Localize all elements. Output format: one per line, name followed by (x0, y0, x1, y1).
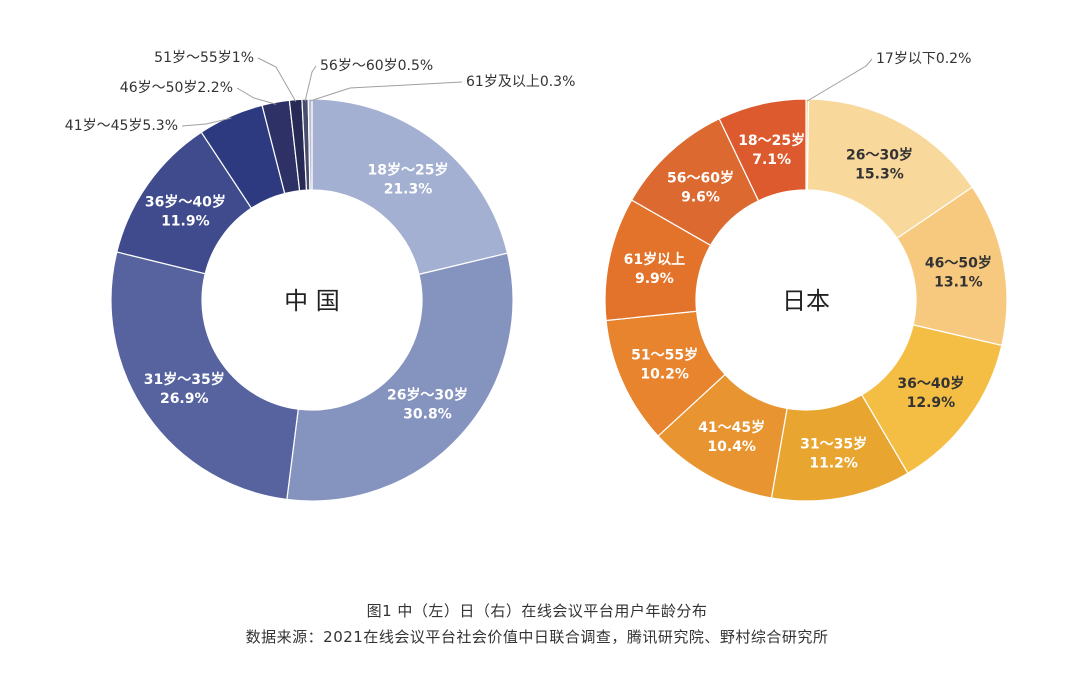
leader-line (806, 58, 873, 102)
slice-value-label: 13.1% (934, 275, 983, 291)
slice-value-label: 7.1% (752, 152, 791, 168)
slice-category-label: 18岁～25岁 (368, 161, 449, 178)
china-slice-2 (110, 251, 299, 501)
leader-line (309, 81, 463, 102)
leader-line (181, 117, 232, 127)
japan-slice-9 (718, 98, 807, 202)
slice-value-label: 10.2% (640, 367, 689, 383)
china-slice-8 (307, 98, 313, 191)
slice-value-label: 9.6% (681, 189, 720, 205)
slice-category-label: 51～55岁 (631, 347, 698, 364)
slice-category-label: 36～40岁 (897, 375, 964, 392)
slice-category-label: 18～25岁 (738, 132, 805, 149)
slice-outside-label: 51岁～55岁1% (154, 50, 254, 66)
slice-outside-label: 17岁以下0.2% (876, 51, 971, 67)
leader-line (236, 87, 277, 105)
slice-value-label: 12.9% (907, 395, 956, 411)
leader-line (304, 65, 317, 102)
slice-value-label: 26.9% (160, 391, 209, 407)
japan-donut-chart: 日本 26～30岁 15.3% 46～50岁 13.1% 36～40岁 12.9% 31～35… (604, 51, 1008, 502)
chart-center-label: 日本 (782, 287, 830, 315)
slice-category-label: 56～60岁 (667, 169, 734, 186)
leader-line (257, 57, 297, 102)
slice-outside-label: 46岁～50岁2.2% (120, 80, 233, 96)
slice-outside-label: 61岁及以上0.3% (466, 74, 575, 90)
slice-category-label: 31岁～35岁 (144, 371, 225, 388)
china-slice-0 (311, 98, 509, 276)
slice-category-label: 41～45岁 (698, 419, 765, 436)
slice-value-label: 11.9% (161, 214, 210, 230)
slice-value-label: 11.2% (809, 456, 858, 472)
china-slice-1 (286, 252, 514, 502)
slice-category-label: 26岁～30岁 (387, 386, 468, 403)
figure-caption: 图1 中（左）日（右）在线会议平台用户年龄分布 (366, 602, 708, 620)
slice-category-label: 36岁～40岁 (145, 194, 226, 211)
slice-category-label: 46～50岁 (925, 255, 992, 272)
slice-category-label: 61岁以上 (624, 251, 685, 268)
slice-value-label: 21.3% (384, 181, 433, 197)
slice-outside-label: 41岁～45岁5.3% (65, 118, 178, 134)
chart-center-label: 中 国 (284, 287, 340, 315)
slice-value-label: 15.3% (855, 167, 904, 183)
slice-category-label: 31～35岁 (800, 436, 867, 453)
slice-category-label: 26～30岁 (846, 147, 913, 164)
slice-value-label: 30.8% (403, 406, 452, 422)
source-caption: 数据来源：2021在线会议平台社会价值中日联合调查，腾讯研究院、野村综合研究所 (245, 628, 829, 646)
slice-value-label: 9.9% (635, 271, 674, 287)
slice-value-label: 10.4% (707, 439, 756, 455)
china-donut-chart: 中 国 18岁～25岁 21.3% 26岁～30岁 30.8% 31岁～35岁 26.9% 3… (65, 50, 575, 502)
slice-outside-label: 56岁～60岁0.5% (320, 58, 433, 74)
